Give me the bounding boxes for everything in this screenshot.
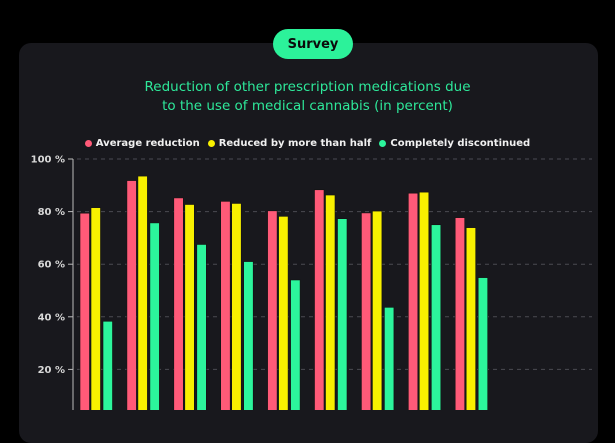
- bar-reduced-more-than-half: [231, 203, 242, 410]
- legend-item-average-reduction: Average reduction: [84, 138, 200, 149]
- legend-dot-yellow: [207, 140, 215, 147]
- bar-chart-plot: 100 % 80 % 60 % 40 % 20 %: [31, 155, 592, 410]
- bar-completely-discontinued: [290, 279, 301, 410]
- bar-average-reduction: [126, 180, 137, 410]
- bar-completely-discontinued: [149, 222, 160, 410]
- bar-average-reduction: [314, 189, 325, 410]
- bar-average-reduction: [454, 217, 466, 410]
- chart-title-line-2: to the use of medical cannabis (in perce…: [162, 98, 453, 114]
- bar-average-reduction: [407, 192, 419, 410]
- bar-average-reduction: [361, 212, 372, 410]
- chart-legend: Average reduction Reduced by more than h…: [0, 138, 615, 149]
- y-tick-label: 20 %: [38, 365, 65, 376]
- legend-dot-pink: [84, 140, 92, 147]
- bar-average-reduction: [267, 210, 278, 410]
- legend-dot-green: [379, 140, 387, 147]
- bar-reduced-more-than-half: [325, 194, 336, 410]
- chart-card: [19, 43, 598, 443]
- legend-item-reduced-more-than-half: Reduced by more than half: [207, 138, 372, 149]
- bar-average-reduction: [173, 197, 184, 410]
- bar-completely-discontinued: [196, 244, 207, 410]
- legend-label: Reduced by more than half: [218, 138, 372, 149]
- bar-completely-discontinued: [384, 307, 395, 410]
- bar-reduced-more-than-half: [372, 210, 383, 410]
- bar-reduced-more-than-half: [137, 175, 148, 410]
- legend-label: Completely discontinued: [390, 138, 531, 149]
- survey-badge: Survey: [273, 29, 353, 59]
- y-tick-label: 40 %: [38, 312, 65, 323]
- bar-reduced-more-than-half: [184, 204, 195, 410]
- bar-completely-discontinued: [477, 277, 489, 410]
- bar-reduced-more-than-half: [90, 207, 101, 410]
- chart-title-line-1: Reduction of other prescription medicati…: [144, 79, 471, 95]
- bar-completely-discontinued: [102, 320, 113, 410]
- y-tick-label: 60 %: [38, 260, 65, 271]
- y-tick-label: 100 %: [31, 155, 65, 166]
- bar-average-reduction: [220, 201, 231, 410]
- legend-label: Average reduction: [95, 138, 200, 149]
- bar-average-reduction: [79, 212, 90, 410]
- bar-completely-discontinued: [337, 218, 348, 410]
- bar-reduced-more-than-half: [418, 191, 430, 410]
- y-tick-label: 80 %: [38, 207, 65, 218]
- chart-title: Reduction of other prescription medicati…: [0, 78, 615, 116]
- bar-reduced-more-than-half: [278, 216, 289, 410]
- bar-completely-discontinued: [243, 261, 254, 410]
- bar-reduced-more-than-half: [465, 227, 477, 410]
- bar-completely-discontinued: [430, 224, 442, 410]
- legend-item-completely-discontinued: Completely discontinued: [379, 138, 530, 149]
